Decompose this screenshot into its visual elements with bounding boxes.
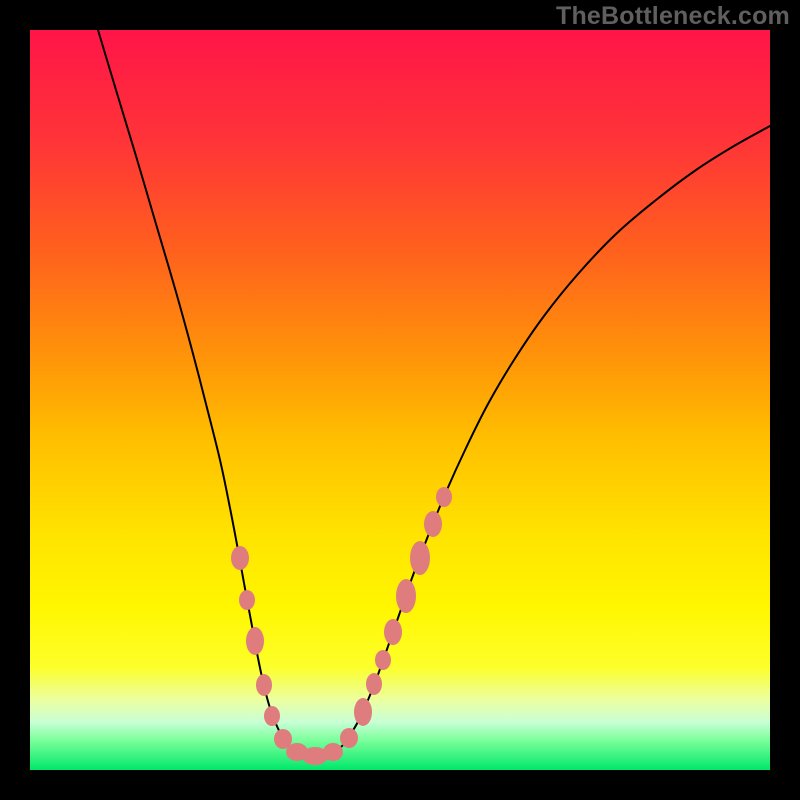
data-marker [436, 487, 452, 507]
data-marker [424, 511, 442, 537]
data-marker [410, 541, 430, 575]
data-marker [396, 579, 416, 613]
plot-area [30, 30, 770, 770]
data-marker [366, 673, 382, 695]
data-marker [239, 590, 255, 610]
data-marker [246, 627, 264, 655]
data-marker [264, 706, 280, 726]
data-marker [323, 743, 343, 761]
data-marker [231, 546, 249, 570]
data-marker [256, 674, 272, 696]
watermark-text: TheBottleneck.com [556, 2, 790, 31]
data-markers [30, 30, 770, 770]
data-marker [354, 698, 372, 726]
data-marker [384, 619, 402, 645]
data-marker [340, 728, 358, 748]
figure-container: TheBottleneck.com [0, 0, 800, 800]
data-marker [375, 650, 391, 670]
